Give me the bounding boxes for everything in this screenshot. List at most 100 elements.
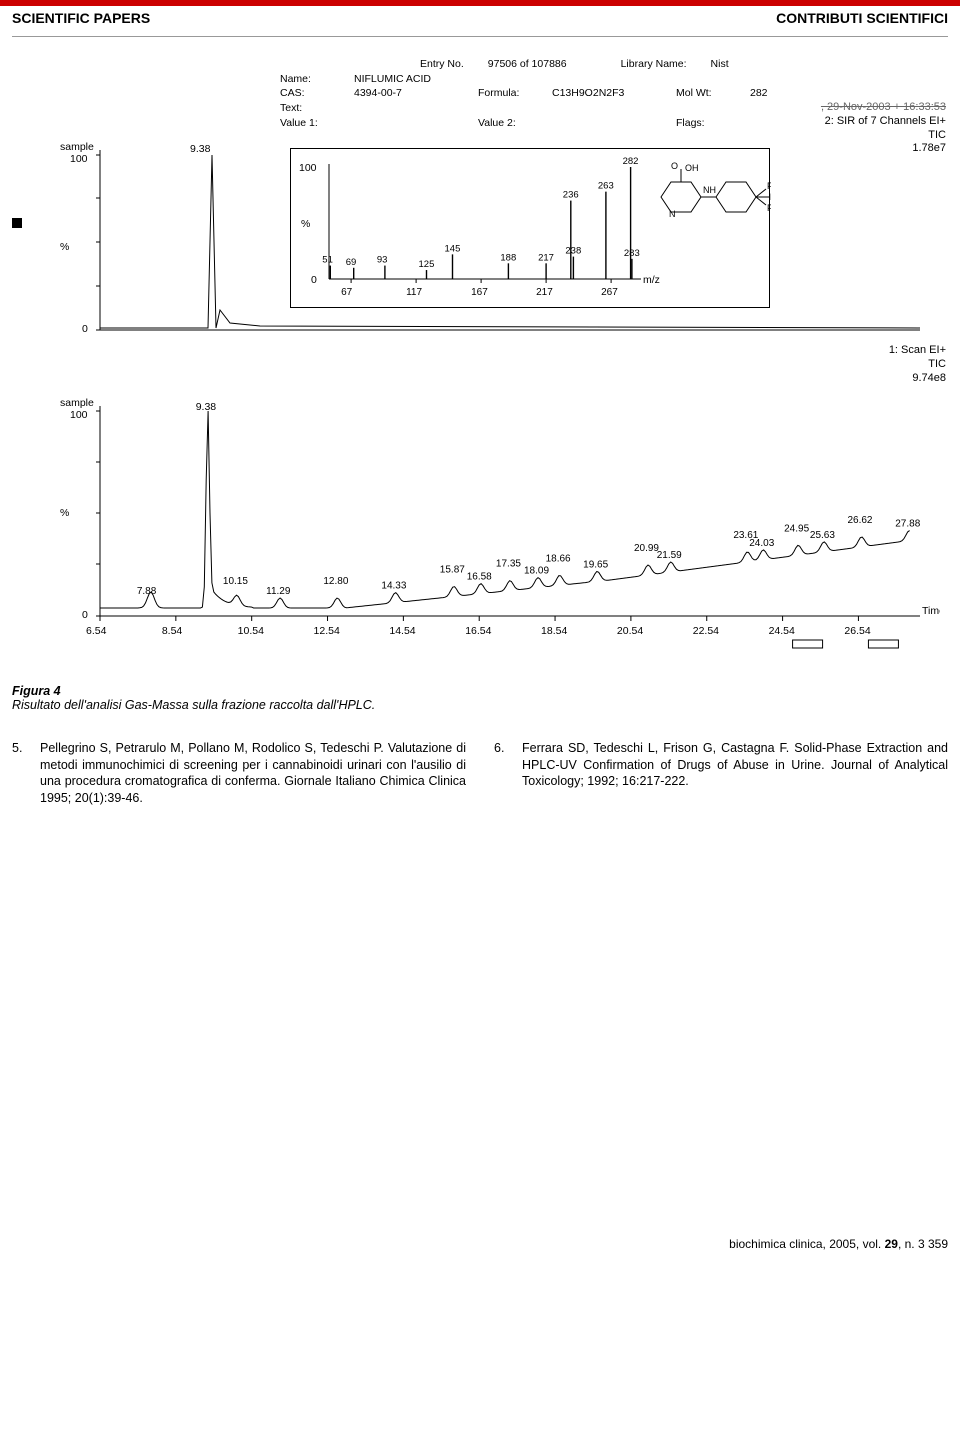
svg-text:16.54: 16.54 (465, 625, 491, 637)
svg-text:0: 0 (82, 609, 88, 621)
svg-text:18.54: 18.54 (541, 625, 567, 637)
libname-lbl: Library Name: (621, 57, 687, 72)
svg-text:18.66: 18.66 (546, 553, 571, 564)
svg-text:12.80: 12.80 (323, 576, 348, 587)
svg-text:22.54: 22.54 (693, 625, 719, 637)
svg-text:16.58: 16.58 (467, 571, 492, 582)
svg-text:51: 51 (322, 255, 333, 266)
svg-text:14.54: 14.54 (389, 625, 415, 637)
svg-text:F: F (767, 203, 771, 213)
footer-journal: biochimica clinica, 2005, vol. (729, 1237, 884, 1251)
val2-lbl: Value 2: (478, 116, 528, 131)
ref-6-text: Ferrara SD, Tedeschi L, Frison G, Castag… (522, 740, 948, 791)
scan-stamp: 1: Scan EI+ TIC 9.74e8 (60, 344, 948, 385)
svg-text:100: 100 (299, 162, 317, 174)
flags-lbl: Flags: (676, 116, 726, 131)
svg-text:282: 282 (623, 156, 639, 167)
peak-label: 9.38 (190, 143, 211, 155)
svg-text:10.54: 10.54 (238, 625, 264, 637)
svg-text:145: 145 (445, 244, 461, 255)
svg-text:117: 117 (406, 287, 422, 298)
svg-text:27.88: 27.88 (895, 518, 920, 529)
svg-text:11.29: 11.29 (266, 586, 291, 597)
inset-svg: 100 % 0 m/z N O OH NH (291, 149, 771, 309)
stamp-datetime: , 29-Nov-2003 + 16:33:53 (821, 101, 946, 113)
svg-text:263: 263 (598, 181, 614, 192)
formula-lbl: Formula: (478, 86, 528, 101)
svg-text:238: 238 (565, 246, 581, 257)
svg-text:F: F (767, 181, 771, 191)
top-chromatogram: sample 100 % 0 9.38 100 % 0 m/z (60, 140, 948, 350)
svg-text:9.38: 9.38 (196, 401, 217, 413)
svg-text:8.54: 8.54 (162, 625, 183, 637)
svg-text:167: 167 (471, 287, 488, 298)
svg-text:18.09: 18.09 (524, 565, 549, 576)
name-lbl: Name: (280, 72, 330, 87)
svg-text:26.62: 26.62 (847, 515, 872, 526)
cas-lbl: CAS: (280, 86, 330, 101)
refs-left-col: 5. Pellegrino S, Petrarulo M, Pollano M,… (12, 740, 466, 818)
svg-text:236: 236 (563, 190, 579, 201)
svg-text:100: 100 (70, 409, 88, 421)
figure-caption: Figura 4 Risultato dell'analisi Gas-Mass… (0, 666, 960, 722)
svg-text:217: 217 (536, 287, 553, 298)
svg-text:20.99: 20.99 (634, 543, 659, 554)
svg-text:267: 267 (601, 287, 618, 298)
ref-5: 5. Pellegrino S, Petrarulo M, Pollano M,… (12, 740, 466, 808)
header-left: SCIENTIFIC PAPERS (12, 10, 150, 26)
svg-text:26.54: 26.54 (844, 625, 870, 637)
footer-vol: 29 (885, 1237, 898, 1251)
libname: Nist (711, 57, 729, 72)
svg-text:20.54: 20.54 (617, 625, 643, 637)
name-val: NIFLUMIC ACID (354, 72, 454, 87)
svg-text:93: 93 (377, 255, 388, 266)
footer-issue: , n. 3 359 (898, 1237, 948, 1251)
ymid: % (60, 241, 69, 253)
svg-text:OH: OH (685, 163, 699, 173)
formula-val: C13H9O2N2F3 (552, 86, 652, 101)
bottom-chromatogram: sample 100 % 0 Time 6.54 8.54 10.54 12.54 14… (60, 396, 948, 656)
mass-spectrum-inset: 100 % 0 m/z N O OH NH (290, 148, 770, 308)
svg-text:10.15: 10.15 (223, 576, 248, 587)
svg-text:69: 69 (346, 257, 357, 268)
scan-tic: TIC (60, 358, 946, 372)
entry-no: 97506 of 107886 (488, 57, 567, 72)
svg-text:67: 67 (341, 287, 353, 298)
svg-text:7.88: 7.88 (137, 586, 157, 597)
svg-text:12.54: 12.54 (314, 625, 340, 637)
figure-label: Figura 4 (12, 684, 948, 698)
svg-text:100: 100 (70, 153, 88, 165)
stamp-mode: 2: SIR of 7 Channels EI+ (821, 115, 946, 129)
val1-lbl: Value 1: (280, 116, 330, 131)
entry-no-lbl: Entry No. (420, 57, 464, 72)
svg-text:F: F (770, 192, 771, 202)
refs-right-col: 6. Ferrara SD, Tedeschi L, Frison G, Cas… (494, 740, 948, 818)
figure-area: Entry No. 97506 of 107886 Library Name: … (0, 37, 960, 666)
svg-text:17.35: 17.35 (496, 558, 521, 569)
svg-text:6.54: 6.54 (86, 625, 107, 637)
text-lbl: Text: (280, 101, 330, 116)
svg-text:%: % (301, 218, 310, 230)
svg-text:14.33: 14.33 (381, 580, 406, 591)
bottom-chart-svg: sample 100 % 0 Time 6.54 8.54 10.54 12.54 14… (60, 396, 940, 656)
page-footer: biochimica clinica, 2005, vol. 29, n. 3 … (0, 1237, 960, 1271)
svg-text:188: 188 (500, 253, 516, 264)
molwt-lbl: Mol Wt: (676, 86, 726, 101)
svg-text:25.63: 25.63 (810, 530, 835, 541)
molwt-val: 282 (750, 86, 768, 101)
svg-text:15.87: 15.87 (440, 564, 465, 575)
svg-text:0: 0 (82, 323, 88, 335)
scan-intensity: 9.74e8 (60, 372, 946, 386)
cas-val: 4394-00-7 (354, 86, 454, 101)
ref-5-text: Pellegrino S, Petrarulo M, Pollano M, Ro… (40, 740, 466, 808)
svg-text:O: O (671, 161, 678, 171)
ylabel-sample2: sample (60, 397, 94, 409)
svg-text:217: 217 (538, 253, 554, 264)
svg-text:19.65: 19.65 (583, 559, 608, 570)
mz-label: m/z (643, 274, 660, 286)
xlabel-time: Time (922, 605, 940, 617)
figure-desc: Risultato dell'analisi Gas-Massa sulla f… (12, 698, 948, 712)
svg-text:24.95: 24.95 (784, 523, 809, 534)
svg-text:24.54: 24.54 (769, 625, 795, 637)
svg-text:%: % (60, 507, 69, 519)
